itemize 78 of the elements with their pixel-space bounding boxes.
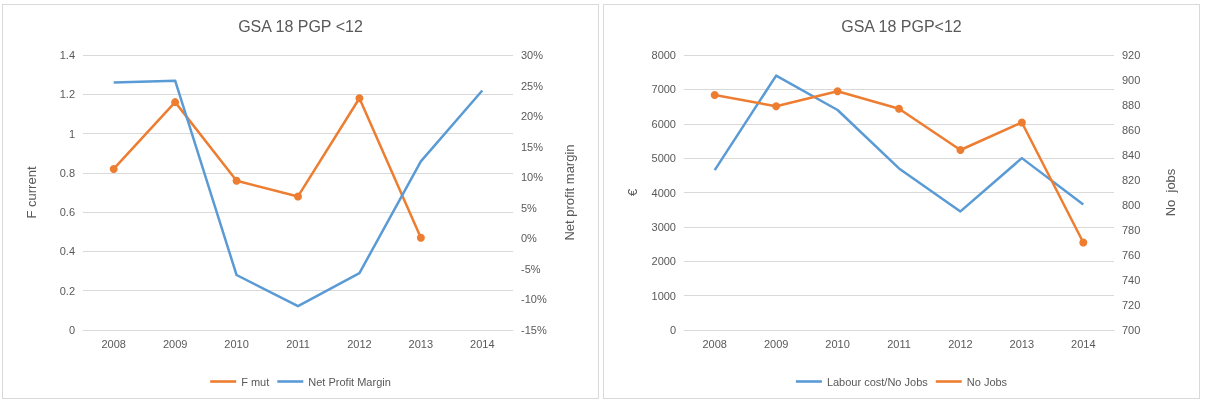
y-tick-label: 7000 [651,83,676,96]
y-tick-label: 2000 [651,255,676,268]
y2-tick-label: 0% [521,232,538,245]
y-axis-title: F current [24,166,39,219]
y-tick-label: 5000 [651,152,676,165]
y2-tick-label: 840 [1122,149,1141,161]
y-tick-label: 8000 [651,49,676,61]
y2-tick-label: 800 [1122,199,1141,211]
line-series [713,74,1085,213]
x-tick-label: 2014 [470,337,495,350]
y2-tick-label: 920 [1122,49,1141,61]
y2-axis-title: Net profit margin [562,144,577,241]
x-tick-label: 2013 [1009,337,1035,350]
x-tick-label: 2010 [224,337,249,350]
x-tick-label: 2013 [408,337,434,350]
point [833,87,842,96]
x-tick-label: 2012 [948,337,973,350]
y2-tick-label: 30% [521,49,544,61]
y-tick-label: 0 [68,324,75,336]
y-tick-label: 6000 [651,117,676,130]
y2-tick-label: 760 [1122,249,1141,261]
y2-axis-title: No jobs [1163,168,1178,217]
y2-tick-label: 780 [1122,224,1141,236]
point [355,94,364,103]
legend-label: Labour cost/No Jobs [826,375,929,388]
point [416,233,425,242]
point [1017,118,1026,127]
y2-tick-label: 880 [1122,99,1141,111]
point [171,98,180,107]
y2-tick-label: 20% [521,110,544,123]
y2-tick-label: -5% [521,262,541,275]
y2-tick-label: 820 [1122,174,1141,186]
point [109,164,118,173]
y2-tick-label: 900 [1122,74,1141,86]
x-tick-label: 2008 [702,337,727,350]
y2-tick-label: -10% [521,293,547,306]
y-tick-label: 0.6 [59,206,75,219]
legend-label: F mut [241,375,270,388]
x-tick-label: 2012 [347,337,372,350]
y-tick-label: 1000 [651,289,676,302]
y2-tick-label: 700 [1122,324,1141,336]
y2-tick-label: 10% [521,171,544,184]
y2-tick-label: 720 [1122,299,1141,311]
x-tick-label: 2008 [101,337,126,350]
chart-title: GSA 18 PGP <12 [238,17,363,35]
chart-title: GSA 18 PGP<12 [841,17,962,35]
y-tick-label: 1.2 [59,88,75,101]
x-tick-label: 2014 [1071,337,1096,350]
y-tick-label: 3000 [651,220,676,233]
line-series [112,79,484,308]
point [294,192,302,201]
y2-tick-label: -15% [521,324,547,336]
y2-tick-label: 860 [1122,124,1141,136]
y2-tick-label: 15% [521,140,544,153]
y2-tick-label: 25% [521,79,544,92]
point [956,146,965,154]
x-tick-label: 2009 [763,337,789,350]
y-tick-label: 0 [669,324,676,336]
y-tick-label: 0.4 [59,245,75,258]
point [232,176,241,185]
y-tick-label: 0.8 [59,166,75,179]
legend-label: Net Profit Margin [308,375,391,388]
y2-tick-label: 740 [1122,274,1141,286]
y-tick-label: 0.2 [59,284,75,297]
y-axis-title: € [625,188,640,197]
x-tick-label: 2011 [286,337,310,350]
y-tick-label: 1 [68,127,75,140]
point [710,91,719,99]
point [1079,238,1088,247]
point [772,102,781,111]
y-tick-label: 1.4 [59,49,75,61]
x-tick-label: 2011 [887,337,911,350]
legend-label: No Jobs [966,375,1008,388]
y2-tick-label: 5% [521,201,538,214]
y-tick-label: 4000 [651,186,676,199]
x-tick-label: 2010 [825,337,850,350]
x-tick-label: 2009 [162,337,188,350]
point [895,104,903,113]
